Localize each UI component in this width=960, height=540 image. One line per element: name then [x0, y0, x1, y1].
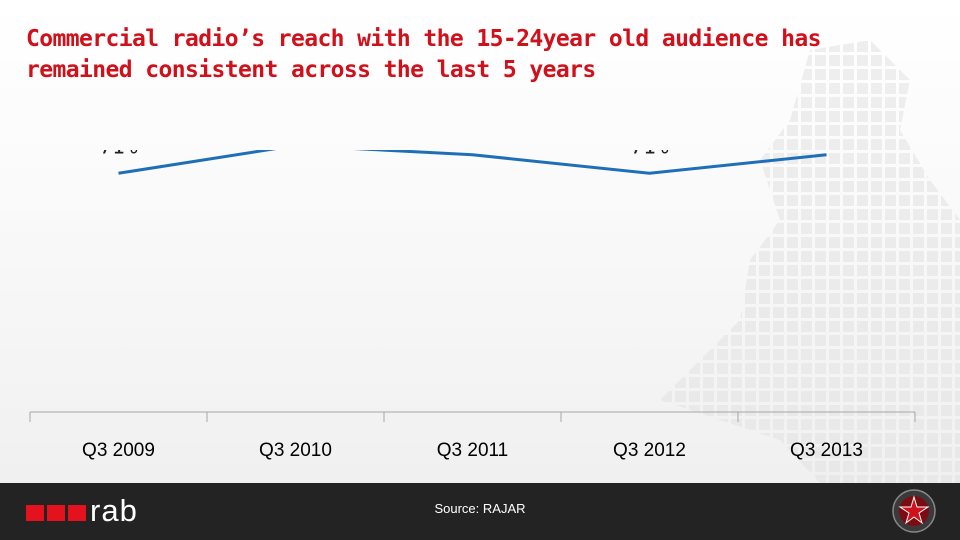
data-label: 71% — [100, 150, 138, 158]
radio-badge-icon — [892, 489, 936, 533]
x-tick-label: Q3 2012 — [613, 440, 686, 461]
source-note: Source: RAJAR — [434, 501, 526, 516]
x-tick-label: Q3 2013 — [790, 440, 863, 461]
series-line — [118, 150, 827, 175]
rab-logo-text: rab — [90, 493, 138, 528]
x-tick-label: Q3 2009 — [82, 440, 155, 461]
rab-logo-blocks — [26, 505, 89, 525]
slide-title: Commercial radio’s reach with the 15-24y… — [26, 26, 821, 83]
x-tick-label: Q3 2011 — [437, 440, 508, 461]
slide-background — [0, 0, 960, 483]
uk-map-pattern-decoration — [660, 40, 960, 483]
footer-bar: rab Source: RAJAR — [0, 483, 960, 540]
x-tick-label: Q3 2010 — [259, 440, 332, 461]
data-label: 71% — [631, 150, 669, 158]
